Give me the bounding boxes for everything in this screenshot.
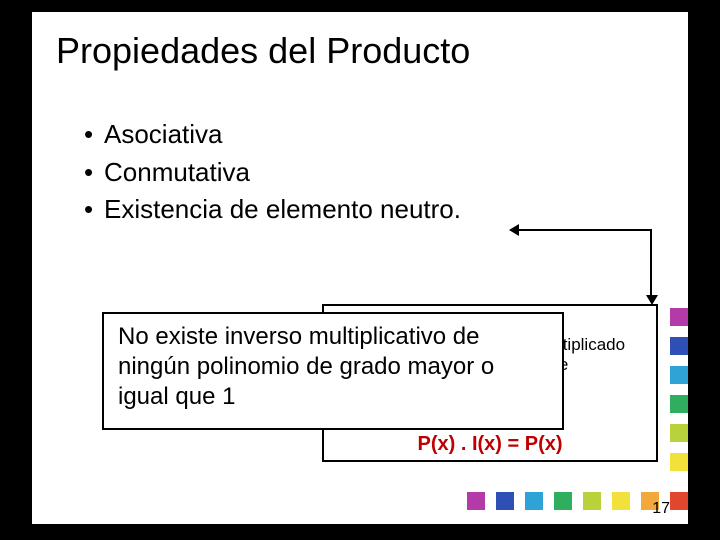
arrow-segment <box>650 229 652 297</box>
decorative-squares-column <box>670 308 688 482</box>
decorative-square <box>554 492 572 510</box>
bullet-text: Conmutativa <box>104 154 250 192</box>
decorative-square <box>670 337 688 355</box>
slide: Propiedades del Producto • Asociativa • … <box>32 12 688 524</box>
decorative-square <box>612 492 630 510</box>
decorative-square <box>670 395 688 413</box>
bullet-dot-icon: • <box>84 116 104 154</box>
decorative-square <box>670 492 688 510</box>
bullet-dot-icon: • <box>84 154 104 192</box>
decorative-square <box>670 308 688 326</box>
slide-container: Propiedades del Producto • Asociativa • … <box>0 0 720 540</box>
inverse-line: ningún polinomio de grado mayor o <box>118 352 548 382</box>
page-number: 17 <box>652 500 670 518</box>
bullet-text: Asociativa <box>104 116 223 154</box>
decorative-square <box>670 453 688 471</box>
inverse-line: igual que 1 <box>118 382 548 412</box>
decorative-square <box>496 492 514 510</box>
inverse-line: No existe inverso multiplicativo de <box>118 322 548 352</box>
decorative-square <box>583 492 601 510</box>
bullet-text: Existencia de elemento neutro. <box>104 191 461 229</box>
bullet-list: • Asociativa • Conmutativa • Existencia … <box>84 116 461 229</box>
slide-title: Propiedades del Producto <box>56 30 470 72</box>
decorative-square <box>670 366 688 384</box>
decorative-square <box>670 424 688 442</box>
bullet-item: • Asociativa <box>84 116 461 154</box>
bullet-item: • Conmutativa <box>84 154 461 192</box>
bullet-item: • Existencia de elemento neutro. <box>84 191 461 229</box>
inverse-note-box: No existe inverso multiplicativo de ning… <box>102 312 564 430</box>
decorative-square <box>467 492 485 510</box>
decorative-square <box>525 492 543 510</box>
arrow-segment <box>512 229 652 231</box>
neutral-equation: P(x) . I(x) = P(x) <box>324 433 656 456</box>
bullet-dot-icon: • <box>84 191 104 229</box>
